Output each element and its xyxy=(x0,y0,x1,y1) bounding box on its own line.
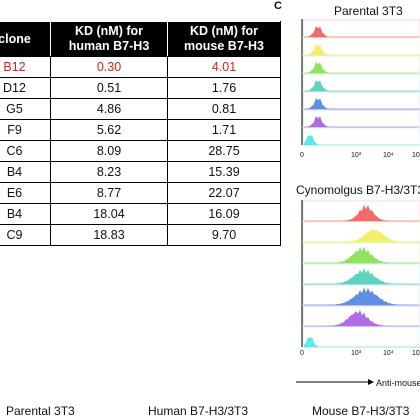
histogram-peak xyxy=(304,204,418,222)
x-tick-label: 10³ xyxy=(351,350,362,357)
cell-kd-human: 0.30 xyxy=(50,56,168,78)
header-kd-mouse: KD (nM) for mouse B7-H3 xyxy=(167,21,281,57)
bottom-label-left: Parental 3T3 xyxy=(6,404,75,418)
table-row: B4 8.23 15.39 xyxy=(0,161,281,183)
cell-kd-mouse: 16.09 xyxy=(167,203,281,225)
histogram-peak xyxy=(304,268,418,285)
histogram-peak xyxy=(304,44,418,56)
cell-clone: E6 xyxy=(0,182,51,204)
cell-kd-mouse: 1.71 xyxy=(167,119,281,141)
cell-clone: B12 xyxy=(0,56,51,78)
histogram-peak xyxy=(304,287,418,306)
cell-kd-mouse: 0.81 xyxy=(167,98,281,120)
cell-clone: B4 xyxy=(0,203,51,225)
cell-clone: B4 xyxy=(0,161,51,183)
kd-table: clone KD (nM) for human B7-H3 KD (nM) for… xyxy=(0,21,281,246)
flow-histogram-top xyxy=(301,19,420,146)
histogram-peak xyxy=(304,310,418,327)
cell-kd-mouse: 15.39 xyxy=(167,161,281,183)
bottom-label-middle: Human B7-H3/3T3 xyxy=(148,404,249,418)
cell-kd-human: 8.23 xyxy=(50,161,168,183)
histogram-peak xyxy=(304,62,418,74)
x-tick-label: 10⁴ xyxy=(383,152,394,159)
x-tick-label: 10⁵ xyxy=(412,152,420,159)
flow-title-top: Parental 3T3 xyxy=(334,4,403,18)
x-tick-label: 10⁴ xyxy=(383,350,394,357)
cell-kd-mouse: 28.75 xyxy=(167,140,281,162)
cell-clone: C9 xyxy=(0,224,51,246)
cell-clone: G5 xyxy=(0,98,51,120)
table-row: E6 8.77 22.07 xyxy=(0,182,281,204)
table-row: B12 0.30 4.01 xyxy=(0,56,281,78)
table-row: B4 18.04 16.09 xyxy=(0,203,281,225)
x-axis-label: Anti-mouse xyxy=(376,378,420,388)
x-tick-label: 10³ xyxy=(351,152,362,159)
table-header-row: clone KD (nM) for human B7-H3 KD (nM) for… xyxy=(0,21,281,57)
x-tick-label: 0 xyxy=(300,350,304,357)
flow-histogram-middle xyxy=(301,200,420,348)
cell-kd-human: 0.51 xyxy=(50,77,168,99)
cell-clone: F9 xyxy=(0,119,51,141)
histogram-peak xyxy=(304,80,418,92)
histogram-peak xyxy=(304,228,418,243)
x-axis-arrow xyxy=(296,379,374,385)
cell-kd-human: 4.86 xyxy=(50,98,168,120)
cell-kd-mouse: 1.76 xyxy=(167,77,281,99)
flow-title-middle: Cynomolgus B7-H3/3T3 xyxy=(296,183,420,197)
cell-kd-human: 18.83 xyxy=(50,224,168,246)
histogram-peak xyxy=(304,26,418,38)
row-frame xyxy=(302,326,420,348)
table-row: C6 8.09 28.75 xyxy=(0,140,281,162)
x-tick-label: 10⁵ xyxy=(412,350,420,357)
table-row: G5 4.86 0.81 xyxy=(0,98,281,120)
cell-kd-mouse: 4.01 xyxy=(167,56,281,78)
cell-kd-human: 8.09 xyxy=(50,140,168,162)
cell-kd-mouse: 22.07 xyxy=(167,182,281,204)
cell-kd-human: 8.77 xyxy=(50,182,168,204)
header-kd-human: KD (nM) for human B7-H3 xyxy=(50,21,168,57)
table-row: F9 5.62 1.71 xyxy=(0,119,281,141)
histogram-peak xyxy=(303,135,418,146)
cell-kd-mouse: 9.70 xyxy=(167,224,281,246)
cell-clone: D12 xyxy=(0,77,51,99)
cell-kd-human: 5.62 xyxy=(50,119,168,141)
table-row: C9 18.83 9.70 xyxy=(0,224,281,246)
histogram-peak xyxy=(303,337,418,348)
histogram-peak xyxy=(304,98,418,110)
table-row: D12 0.51 1.76 xyxy=(0,77,281,99)
panel-letter: C xyxy=(274,0,282,12)
bottom-label-right: Mouse B7-H3/3T3 xyxy=(312,404,410,418)
histogram-peak xyxy=(304,116,418,128)
histogram-peak xyxy=(304,246,418,264)
row-frame xyxy=(302,127,420,146)
cell-clone: C6 xyxy=(0,140,51,162)
cell-kd-human: 18.04 xyxy=(50,203,168,225)
x-tick-label: 0 xyxy=(300,152,304,159)
header-clone: clone xyxy=(0,21,51,57)
